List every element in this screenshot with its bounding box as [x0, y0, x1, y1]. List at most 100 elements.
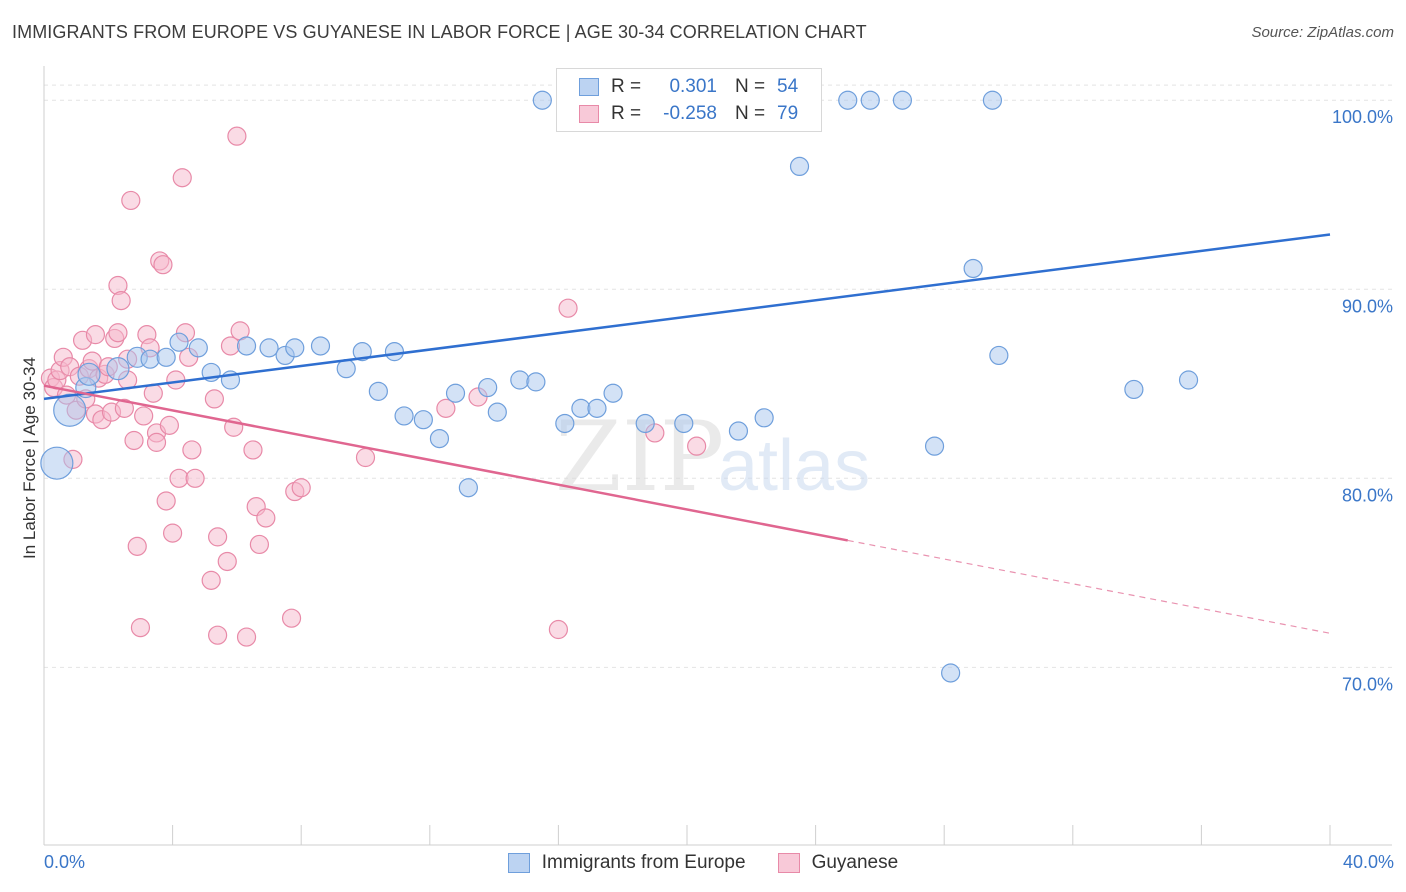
guyanese-point: [281, 608, 302, 628]
series-legend-swatch-europe: [507, 853, 530, 873]
watermark-atlas: atlas: [718, 426, 870, 506]
guyanese-point: [249, 534, 270, 555]
legend-n-value: 79: [777, 103, 799, 124]
guyanese-point: [201, 570, 221, 590]
guyanese-trend-line: [43, 384, 848, 542]
europe-point: [924, 436, 945, 456]
europe-point: [1178, 370, 1199, 390]
legend-row-europe: R = 0.301 N = 54: [579, 75, 798, 99]
europe-point: [941, 663, 961, 683]
europe-point: [982, 90, 1003, 110]
guyanese-point: [163, 523, 183, 543]
guyanese-point: [172, 168, 192, 188]
series-legend: Immigrants from Europe Guyanese: [0, 852, 1406, 874]
guyanese-point: [185, 468, 205, 488]
europe-point: [169, 332, 189, 352]
guyanese-point: [153, 255, 173, 275]
europe-point: [413, 410, 433, 430]
europe-point: [352, 342, 372, 362]
guyanese-point: [130, 618, 151, 638]
europe-trend-line: [43, 233, 1331, 401]
europe-point: [188, 338, 208, 358]
europe-point: [963, 258, 983, 279]
europe-point: [310, 336, 331, 356]
europe-point: [429, 428, 450, 449]
y-tick-label: 70.0%: [1342, 674, 1393, 694]
europe-point: [336, 359, 356, 379]
guyanese-point: [217, 551, 237, 572]
trend-lines: [43, 233, 1331, 634]
guyanese-point: [256, 508, 276, 528]
europe-point: [394, 406, 414, 426]
legend-swatch-europe: [579, 78, 599, 96]
chart-title: IMMIGRANTS FROM EUROPE VS GUYANESE IN LA…: [12, 22, 867, 42]
europe-point: [259, 338, 279, 358]
europe-point: [989, 345, 1009, 366]
series-legend-swatch-guyanese: [777, 853, 800, 873]
correlation-legend: R = 0.301 N = 54 R = -0.258 N = 79: [556, 68, 822, 132]
europe-point: [603, 383, 623, 403]
europe-point: [40, 446, 74, 480]
guyanese-point: [159, 415, 179, 435]
guyanese-point: [436, 398, 456, 418]
watermark: ZIP atlas: [555, 401, 870, 513]
guyanese-point: [127, 536, 147, 556]
y-tick-label: 100.0%: [1332, 107, 1393, 127]
guyanese-point: [111, 291, 131, 311]
europe-point: [77, 362, 101, 386]
guyanese-point: [124, 430, 144, 451]
europe-point: [555, 413, 575, 434]
guyanese-point: [243, 440, 263, 460]
europe-point: [384, 342, 405, 362]
europe-point: [487, 402, 507, 422]
guyanese-point: [236, 627, 257, 647]
guyanese-point: [204, 389, 224, 409]
europe-point: [860, 90, 880, 110]
y-tick-label: 90.0%: [1342, 296, 1393, 316]
guyanese-point: [156, 491, 176, 511]
series-legend-europe: Immigrants from Europe: [507, 852, 746, 874]
europe-point: [285, 338, 305, 358]
europe-point: [478, 377, 498, 398]
series-legend-label-guyanese: Guyanese: [811, 852, 899, 873]
guyanese-point: [291, 478, 311, 498]
europe-point: [106, 357, 130, 381]
guyanese-trend-extension: [847, 539, 1331, 634]
guyanese-point: [208, 527, 228, 547]
europe-point: [1124, 379, 1144, 400]
legend-r-label: R =: [611, 76, 642, 97]
guyanese-point: [114, 398, 134, 418]
europe-point: [140, 349, 160, 369]
series-legend-guyanese: Guyanese: [777, 852, 899, 874]
europe-point: [510, 370, 530, 390]
europe-point: [892, 90, 913, 110]
legend-swatch-guyanese: [579, 105, 599, 123]
europe-point: [236, 336, 257, 356]
europe-point: [526, 372, 546, 392]
europe-point: [156, 347, 176, 367]
guyanese-point: [85, 325, 106, 345]
europe-point: [53, 393, 87, 427]
y-tick-labels: 70.0% 80.0% 90.0% 100.0%: [1332, 107, 1393, 694]
guyanese-point: [558, 298, 578, 318]
europe-point: [368, 381, 388, 401]
x-tick-label-max: 40.0%: [1342, 852, 1394, 872]
legend-row-guyanese: R = -0.258 N = 79: [579, 102, 798, 126]
chart-source: Source: ZipAtlas.com: [1251, 24, 1394, 41]
guyanese-point: [687, 436, 707, 456]
europe-point: [754, 408, 774, 428]
guyanese-point: [108, 323, 128, 343]
guyanese-point: [182, 440, 202, 460]
europe-point: [587, 398, 607, 418]
legend-r-label: R =: [611, 103, 642, 124]
europe-point: [674, 413, 694, 434]
guyanese-point: [169, 468, 189, 488]
legend-r-value: -0.258: [663, 103, 717, 124]
legend-n-label: N =: [735, 76, 766, 97]
europe-points: [40, 90, 1199, 683]
legend-n-value: 54: [777, 76, 799, 97]
europe-point: [458, 478, 478, 498]
guyanese-point: [146, 432, 167, 452]
guyanese-point: [134, 406, 154, 426]
